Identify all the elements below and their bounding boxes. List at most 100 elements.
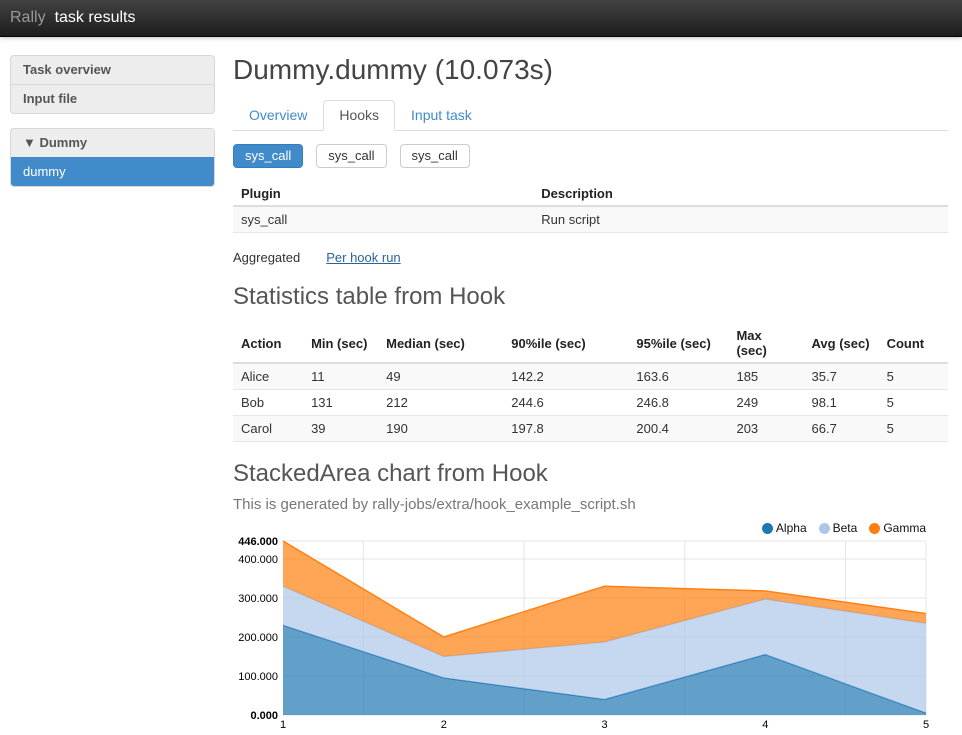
stats-table-body: Alice 11 49 142.2 163.6 185 35.7 5 Bob 131 212 244.… — [233, 362, 948, 442]
table-cell: 197.8 — [503, 415, 629, 442]
hook-button-sys-call-2[interactable]: sys_call — [316, 144, 387, 168]
view-toggle: Aggregated Per hook run — [233, 250, 948, 265]
x-tick-label: 5 — [923, 719, 929, 731]
chart-plot: 0.000 100.000 200.000 300.000 400.000 446.000… — [233, 535, 948, 735]
table-cell: 249 — [728, 389, 804, 416]
page-title: Dummy.dummy (10.073s) — [233, 54, 554, 85]
y-tick-label: 200.000 — [238, 632, 278, 644]
stats-table-row: Bob 131 212 244.6 246.8 249 98.1 5 — [233, 389, 948, 416]
table-cell: 98.1 — [803, 389, 879, 416]
aggregated-label: Aggregated — [233, 250, 301, 265]
area-alpha — [283, 625, 926, 715]
y-tick-label: 446.000 — [238, 536, 278, 548]
table-cell: Run script — [533, 205, 948, 233]
column-header-95-ile-sec: 95%ile (sec) — [628, 324, 729, 364]
column-header-plugin: Plugin — [233, 182, 534, 207]
table-cell: 200.4 — [628, 415, 729, 442]
plugin-table-row-header: Plugin Description — [233, 182, 948, 207]
chart-legend: Alpha Beta Gamma — [761, 521, 926, 535]
table-cell: 246.8 — [628, 389, 729, 416]
table-cell: Carol — [233, 415, 304, 442]
table-cell: 163.6 — [628, 362, 729, 390]
stats-table-row: Carol 39 190 197.8 200.4 203 66.7 5 — [233, 415, 948, 442]
sidebar-group-header-dummy[interactable]: ▼ Dummy — [23, 135, 88, 150]
legend-dot-gamma — [869, 522, 881, 534]
table-cell: 5 — [878, 362, 948, 390]
plugin-table: Plugin Description sys_call Run script — [233, 182, 948, 233]
column-header-count: Count — [878, 324, 948, 364]
table-cell: 49 — [378, 362, 504, 390]
area-edge-alpha — [282, 624, 927, 714]
tab-overview[interactable]: Overview — [249, 107, 308, 123]
plugin-table-body: sys_call Run script — [233, 205, 948, 233]
stats-table-row-header: Action Min (sec) Median (sec) 90%ile (sec) 9… — [233, 324, 948, 364]
column-header-max-sec: Max (sec) — [728, 324, 804, 364]
x-tick-label: 4 — [762, 719, 768, 731]
table-cell: 35.7 — [803, 362, 879, 390]
rally-brand-link[interactable]: Rally — [10, 9, 46, 26]
area-edge-beta — [282, 585, 927, 658]
table-cell: 39 — [303, 415, 379, 442]
legend-label: Alpha — [775, 521, 807, 535]
tab-bar: Overview Hooks Input task — [233, 100, 948, 131]
hook-run-buttons: sys_call sys_call sys_call — [233, 144, 948, 168]
y-tick-label: 100.000 — [238, 671, 278, 683]
table-cell: 190 — [378, 415, 504, 442]
per-hook-run-link[interactable]: Per hook run — [326, 250, 401, 265]
sidebar: Task overview Input file ▼ Dummy dummy — [10, 55, 215, 201]
legend-dot-alpha — [761, 522, 773, 534]
x-tick-label: 2 — [441, 719, 447, 731]
stats-table-head: Action Min (sec) Median (sec) 90%ile (sec) 9… — [233, 324, 948, 364]
legend-item-alpha[interactable]: Alpha — [761, 521, 807, 535]
stats-heading: Statistics table from Hook — [233, 283, 506, 310]
table-cell: 66.7 — [803, 415, 879, 442]
top-navbar: Rally task results — [0, 0, 962, 37]
sidebar-item-task-overview[interactable]: Task overview — [23, 62, 111, 77]
table-cell: 185 — [728, 362, 804, 390]
hook-button-sys-call-3[interactable]: sys_call — [399, 144, 470, 168]
sidebar-item-dummy[interactable]: dummy — [11, 157, 214, 186]
y-tick-label: 400.000 — [238, 554, 278, 566]
tab-input-task[interactable]: Input task — [411, 107, 472, 123]
y-tick-label: 0.000 — [250, 710, 278, 722]
sidebar-item-input-file[interactable]: Input file — [11, 84, 214, 113]
table-cell: 5 — [878, 389, 948, 416]
sidebar-scenario-group: ▼ Dummy dummy — [10, 128, 215, 187]
area-edge-gamma — [282, 540, 927, 638]
chart-heading: StackedArea chart from Hook — [233, 460, 548, 487]
table-cell: Bob — [233, 389, 304, 416]
plugin-table-row: sys_call Run script — [233, 205, 948, 233]
y-tick-label: 300.000 — [238, 593, 278, 605]
legend-item-gamma[interactable]: Gamma — [869, 521, 926, 535]
tab-hooks[interactable]: Hooks — [323, 100, 396, 131]
sidebar-nav-group: Task overview Input file — [10, 55, 215, 114]
area-gamma — [283, 541, 926, 657]
legend-label: Beta — [832, 521, 858, 535]
column-header-median-sec: Median (sec) — [378, 324, 504, 364]
plugin-table-head: Plugin Description — [233, 182, 948, 207]
x-tick-label: 3 — [601, 719, 607, 731]
chart-subtitle: This is generated by rally-jobs/extra/ho… — [233, 496, 636, 513]
x-tick-label: 1 — [280, 719, 286, 731]
table-cell: Alice — [233, 362, 304, 390]
table-cell: 131 — [303, 389, 379, 416]
chart-svg: 0.000 100.000 200.000 300.000 400.000 446.000… — [238, 536, 929, 731]
stats-table: Action Min (sec) Median (sec) 90%ile (sec) 9… — [233, 324, 948, 442]
legend-dot-beta — [818, 522, 830, 534]
column-header-90-ile-sec: 90%ile (sec) — [503, 324, 629, 364]
legend-item-beta[interactable]: Beta — [818, 521, 858, 535]
table-cell: 212 — [378, 389, 504, 416]
table-cell: 5 — [878, 415, 948, 442]
column-header-avg-sec: Avg (sec) — [803, 324, 879, 364]
table-cell: 11 — [303, 362, 379, 390]
hook-button-sys-call-1[interactable]: sys_call — [233, 144, 304, 168]
stacked-area-chart: Alpha Beta Gamma 0.000 100.000 200.000 300.00… — [233, 520, 948, 732]
table-cell: sys_call — [233, 205, 534, 233]
column-header-description: Description — [533, 182, 948, 207]
main-content: Dummy.dummy (10.073s) Overview Hooks Input… — [233, 47, 948, 732]
column-header-action: Action — [233, 324, 304, 364]
table-cell: 142.2 — [503, 362, 629, 390]
table-cell: 244.6 — [503, 389, 629, 416]
stats-table-row: Alice 11 49 142.2 163.6 185 35.7 5 — [233, 362, 948, 390]
legend-label: Gamma — [883, 521, 926, 535]
